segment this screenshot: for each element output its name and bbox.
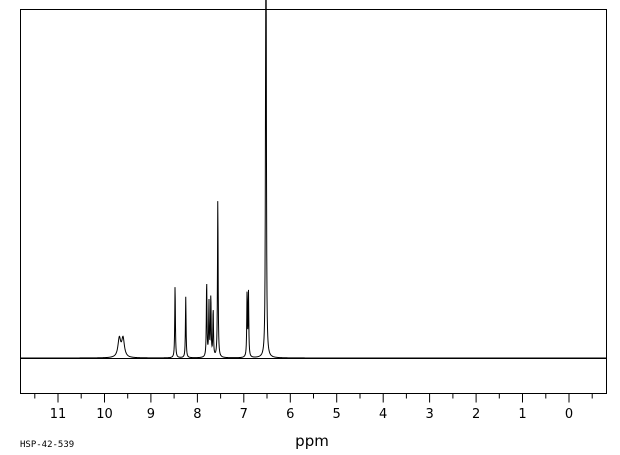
x-axis: 11 10 9 8 7 6 5 4 3 2 1 0 — [34, 393, 593, 422]
x-tick-label: 4 — [379, 407, 387, 422]
x-tick-label: 9 — [147, 407, 155, 422]
plot-frame — [20, 9, 607, 394]
x-tick-label: 6 — [286, 407, 294, 422]
x-tick-label: 0 — [565, 407, 573, 422]
x-tick-label: 5 — [333, 407, 341, 422]
spectrum-trace — [21, 0, 606, 359]
x-tick-label: 1 — [518, 407, 526, 422]
x-axis-title: ppm — [295, 432, 329, 450]
x-tick-label: 8 — [193, 407, 201, 422]
x-tick-label: 7 — [240, 407, 248, 422]
spectrum-code-label: HSP-42-539 — [20, 440, 74, 450]
x-tick-label: 2 — [472, 407, 480, 422]
x-tick-label: 3 — [425, 407, 433, 422]
x-tick-label: 11 — [50, 407, 67, 422]
x-tick-label: 10 — [96, 407, 113, 422]
